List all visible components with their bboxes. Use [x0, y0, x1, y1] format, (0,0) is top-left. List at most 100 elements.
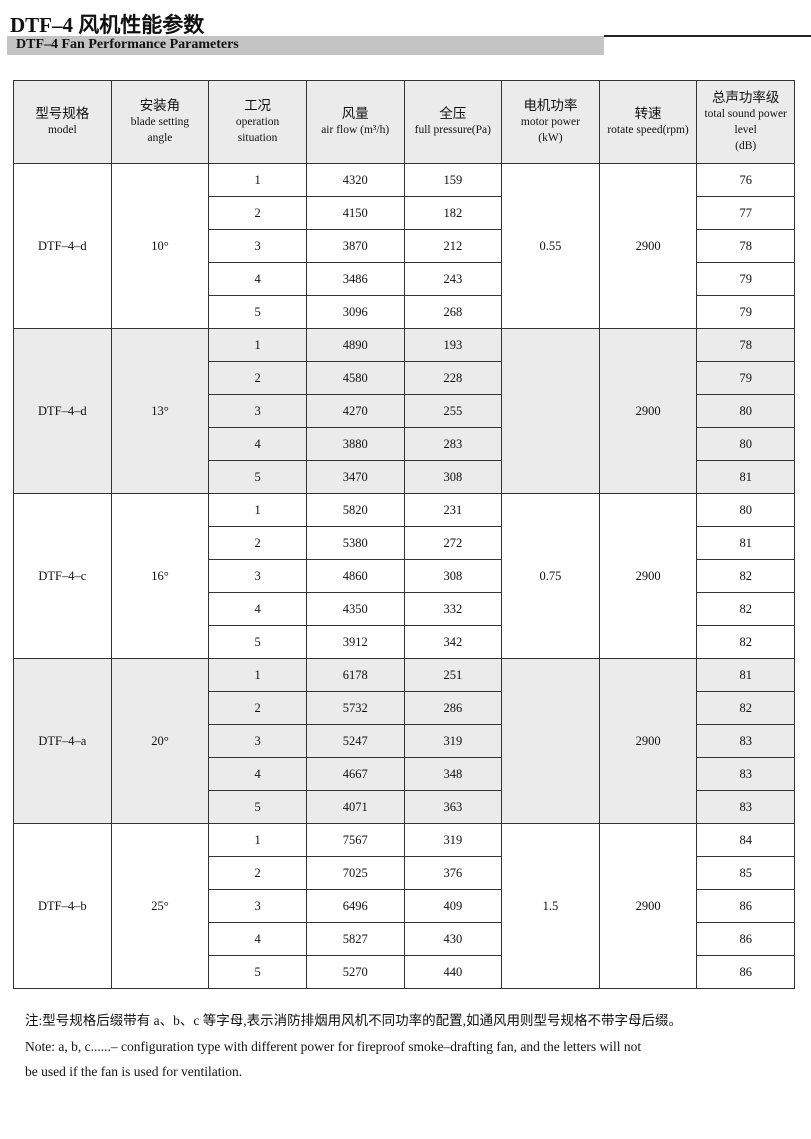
situation-cell: 1 [208, 163, 307, 197]
pressure-cell: 193 [403, 328, 503, 362]
column-header-zh: 安装角 [139, 98, 181, 113]
situation-cell: 3 [208, 889, 307, 923]
pressure-cell: 228 [403, 361, 503, 395]
pressure-cell: 272 [403, 526, 503, 560]
airflow-cell: 5827 [305, 922, 405, 956]
situation-cell: 1 [208, 493, 307, 527]
column-header-zh: 全压 [439, 106, 467, 121]
column-header: 风量 air flow (m³/h) [305, 80, 405, 164]
pressure-cell: 159 [403, 163, 503, 197]
sound-level-cell: 81 [696, 460, 795, 494]
angle-cell: 20° [110, 658, 210, 824]
situation-cell: 3 [208, 229, 307, 263]
airflow-cell: 4580 [305, 361, 405, 395]
situation-cell: 4 [208, 757, 307, 791]
column-header-zh: 转速 [634, 106, 662, 121]
column-header-en: blade setting [130, 116, 190, 128]
column-header-en: situation [237, 132, 278, 144]
speed-cell: 2900 [598, 163, 698, 329]
table-row: 2 4150 182 77 [14, 196, 795, 230]
motor-power-cell [501, 328, 600, 494]
fan-performance-table: 型号规格 model 安装角 blade setting angle 工况 operatio… [13, 80, 795, 989]
situation-cell: 4 [208, 427, 307, 461]
situation-cell: 2 [208, 691, 307, 725]
column-header-en: model [47, 124, 77, 136]
header-rule [604, 35, 811, 37]
sound-level-cell: 83 [696, 724, 795, 758]
pressure-cell: 430 [403, 922, 503, 956]
column-header-en: angle [147, 132, 173, 144]
sound-level-cell: 79 [696, 262, 795, 296]
situation-cell: 2 [208, 526, 307, 560]
pressure-cell: 319 [403, 823, 503, 857]
column-header: 电机功率 motor power (kW) [501, 80, 600, 164]
pressure-cell: 409 [403, 889, 503, 923]
angle-cell: 10° [110, 163, 210, 329]
airflow-cell: 4270 [305, 394, 405, 428]
angle-cell: 13° [110, 328, 210, 494]
column-header: 全压 full pressure(Pa) [403, 80, 503, 164]
pressure-cell: 440 [403, 955, 503, 989]
pressure-cell: 212 [403, 229, 503, 263]
situation-cell: 5 [208, 955, 307, 989]
table-header-row: 型号规格 model 安装角 blade setting angle 工况 operatio… [13, 80, 795, 164]
column-header-zh: 电机功率 [523, 98, 578, 113]
page-title: DTF–4 风机性能参数 [10, 13, 205, 37]
table-row: 2 5380 272 81 [14, 526, 795, 560]
airflow-cell: 3470 [305, 460, 405, 494]
motor-power-cell: 1.5 [501, 823, 600, 989]
model-cell: DTF–4–d [13, 328, 112, 494]
subtitle-bar [7, 36, 604, 55]
pressure-cell: 363 [403, 790, 503, 824]
airflow-cell: 5820 [305, 493, 405, 527]
table-row: DTF–4–c 16° 1 5820 231 0.75 2900 80 [13, 493, 795, 659]
sound-level-cell: 76 [696, 163, 795, 197]
speed-cell: 2900 [598, 493, 698, 659]
pressure-cell: 268 [403, 295, 503, 329]
situation-cell: 1 [208, 328, 307, 362]
airflow-cell: 7025 [305, 856, 405, 890]
airflow-cell: 5380 [305, 526, 405, 560]
situation-cell: 4 [208, 592, 307, 626]
table-row: 4 4667 348 83 [14, 757, 795, 791]
sound-level-cell: 82 [696, 691, 795, 725]
notes: 注:型号规格后缀带有 a、b、c 等字母,表示消防排烟用风机不同功率的配置,如通… [25, 1008, 682, 1085]
table-row: 5 5270 440 86 [14, 955, 795, 989]
sound-level-cell: 79 [696, 295, 795, 329]
airflow-cell: 5270 [305, 955, 405, 989]
table-row: 4 3486 243 79 [14, 262, 795, 296]
column-header: 总声功率级 total sound power level (dB) [696, 80, 795, 164]
sound-level-cell: 83 [696, 790, 795, 824]
model-cell: DTF–4–a [13, 658, 112, 824]
airflow-cell: 7567 [305, 823, 405, 857]
pressure-cell: 342 [403, 625, 503, 659]
column-header-en: total sound power [704, 108, 787, 120]
speed-cell: 2900 [598, 823, 698, 989]
motor-power-cell [501, 658, 600, 824]
sound-level-cell: 78 [696, 229, 795, 263]
note-chinese: 注:型号规格后缀带有 a、b、c 等字母,表示消防排烟用风机不同功率的配置,如通… [25, 1013, 682, 1028]
table-row: DTF–4–a 20° 1 6178 251 2900 81 [13, 658, 795, 824]
column-header-en: motor power [520, 116, 580, 128]
situation-cell: 2 [208, 196, 307, 230]
sound-level-cell: 79 [696, 361, 795, 395]
sound-level-cell: 77 [696, 196, 795, 230]
pressure-cell: 286 [403, 691, 503, 725]
situation-cell: 5 [208, 790, 307, 824]
table-row: 2 7025 376 85 [14, 856, 795, 890]
sound-level-cell: 80 [696, 394, 795, 428]
page-subtitle: DTF–4 Fan Performance Parameters [16, 37, 239, 52]
note-english-line2: be used if the fan is used for ventilati… [25, 1064, 243, 1079]
model-cell: DTF–4–c [13, 493, 112, 659]
column-header-zh: 总声功率级 [711, 90, 780, 105]
situation-cell: 3 [208, 394, 307, 428]
airflow-cell: 6496 [305, 889, 405, 923]
motor-power-cell: 0.75 [501, 493, 600, 659]
pressure-cell: 243 [403, 262, 503, 296]
table-row: DTF–4–d 13° 1 4890 193 2900 78 [13, 328, 795, 494]
column-header: 型号规格 model [13, 80, 112, 164]
airflow-cell: 6178 [305, 658, 405, 692]
pressure-cell: 231 [403, 493, 503, 527]
model-cell: DTF–4–d [13, 163, 112, 329]
situation-cell: 2 [208, 856, 307, 890]
